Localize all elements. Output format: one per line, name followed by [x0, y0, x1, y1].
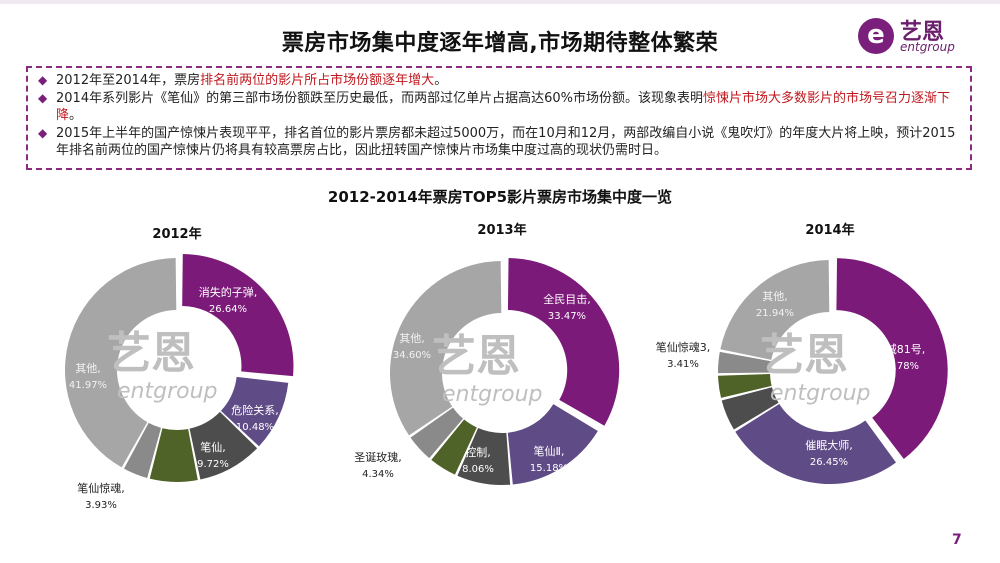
slice-value-label: 3.41% [667, 359, 699, 370]
note-item: ◆ 2015年上半年的国产惊悚片表现平平，排名首位的影片票房都未超过5000万，… [38, 125, 960, 160]
slice-value-label: 26.45% [810, 457, 848, 468]
slice-name-label: 危险关系, [231, 403, 279, 417]
slice-name-label: 笔仙惊魂, [77, 481, 125, 495]
watermark-cn: 艺恩 [107, 328, 195, 379]
diamond-bullet-icon: ◆ [38, 73, 48, 87]
donut-slice [836, 258, 948, 459]
watermark-cn: 艺恩 [432, 331, 520, 382]
logo-e-icon: e [858, 18, 894, 54]
donut-slice [182, 253, 294, 377]
donut-slice [721, 387, 779, 430]
donut-slice [718, 374, 772, 398]
diamond-bullet-icon: ◆ [38, 90, 48, 105]
donut-slice [507, 404, 598, 485]
donut-slice [735, 404, 896, 484]
slice-name-label: 其他, [399, 332, 425, 345]
slice-name-label: 绣花鞋, [152, 487, 189, 501]
slice-name-label: 圣诞玫瑰, [354, 450, 402, 464]
slice-name-label: 催眠大师, [805, 438, 853, 452]
slice-value-label: 34.60% [393, 350, 431, 361]
slice-value-label: 21.94% [756, 308, 794, 319]
slice-name-label: 绝命航班, [664, 372, 712, 386]
top-accent-bar [0, 0, 1000, 4]
donut-slice [507, 258, 620, 426]
slice-name-label: 笔仙, [200, 440, 226, 454]
note-text: 2014年系列影片《笔仙》的第三部市场份额跌至历史最低，而两部过亿单片占据高达6… [56, 90, 703, 106]
slice-value-label: 10.48% [236, 422, 274, 433]
slice-value-label: 39.78% [881, 361, 919, 372]
page-number: 7 [952, 532, 962, 548]
slice-value-label: 4.87% [684, 426, 716, 437]
slice-value-label: 26.64% [209, 304, 247, 315]
donut-chart-title: 2013年 [477, 222, 526, 238]
slice-value-label: 9.72% [197, 459, 229, 470]
watermark-en: entgroup [117, 379, 217, 404]
logo-chinese-text: 艺恩 [900, 20, 945, 45]
slice-name-label: 消失的子弹, [199, 285, 258, 299]
donut-slice [389, 261, 502, 436]
slice-value-label: 3.55% [672, 391, 704, 402]
note-text: 2015年上半年的国产惊悚片表现平平，排名首位的影片票房都未超过5000万，而在… [56, 125, 956, 159]
slice-name-label: 笔仙Ⅲ, [683, 407, 716, 421]
slice-value-label: 41.97% [69, 380, 107, 391]
donut-slice [189, 411, 258, 480]
watermark-cn: 艺恩 [760, 330, 848, 381]
slice-value-label: 33.47% [548, 311, 586, 322]
donut-chart-2: 京城81号, 39.78% 催眠大师, 26.45% 笔仙Ⅲ, 4.87% 绝命航班, 3.5… [656, 222, 948, 484]
slice-value-label: 4.34% [362, 469, 394, 480]
donut-slice [718, 351, 771, 374]
slice-value-label: 7.26% [154, 506, 186, 517]
slice-value-label: 8.06% [462, 464, 494, 475]
diamond-bullet-icon: ◆ [38, 125, 48, 140]
donut-slice [410, 407, 464, 459]
slice-name-label: 笔仙Ⅱ, [534, 444, 565, 458]
logo-english-text: entgroup [900, 40, 955, 54]
watermark-en: entgroup [442, 382, 542, 407]
slice-name-label: 枕边有张脸, [388, 482, 447, 496]
page-title: 票房市场集中度逐年增高,市场期待整体繁荣 [281, 31, 719, 56]
watermark-en: entgroup [770, 381, 870, 406]
notes-box: ◆ 2012年至2014年，票房排名前两位的影片所占市场份额逐年增大。 ◆ 20… [26, 66, 972, 170]
note-highlight: 惊悚片市场大多数影片的市场号召力逐渐下降 [56, 90, 950, 124]
slice-name-label: 控制, [465, 445, 491, 459]
note-highlight: 排名前两位的影片所占市场份额逐年增大 [200, 73, 435, 88]
note-text-end: 。 [69, 108, 83, 123]
slice-name-label: 全民目击, [543, 292, 591, 306]
slice-name-label: 笔仙惊魂3, [656, 340, 711, 354]
donut-slice [720, 260, 830, 360]
donut-chart-title: 2014年 [805, 222, 854, 238]
note-item: ◆ 2012年至2014年，票房排名前两位的影片所占市场份额逐年增大。 [38, 72, 960, 90]
donut-slice [65, 258, 177, 468]
donut-slice [431, 419, 477, 475]
slice-value-label: 4.35% [401, 501, 433, 512]
donut-slice [457, 428, 511, 485]
donut-chart-0: 消失的子弹, 26.64% 危险关系, 10.48% 笔仙, 9.72% 绣花鞋, 7.26%… [65, 226, 294, 517]
slice-name-label: 京城81号, [875, 342, 926, 356]
slice-name-label: 其他, [75, 362, 101, 375]
donut-chart-1: 全民目击, 33.47% 笔仙Ⅱ, 15.18% 控制, 8.06% 枕边有张脸, 4.35%… [354, 222, 620, 512]
note-text-end: 。 [434, 73, 448, 88]
donut-chart-title: 2012年 [152, 226, 201, 242]
note-text: 2012年至2014年，票房 [56, 73, 201, 88]
slice-value-label: 15.18% [530, 463, 568, 474]
donut-slice [124, 422, 162, 478]
charts-title: 2012-2014年票房TOP5影片票房市场集中度一览 [327, 188, 673, 206]
donut-slice [149, 428, 198, 482]
donut-slice [220, 376, 289, 447]
entgroup-logo: e 艺恩 entgroup [858, 12, 988, 58]
note-item: ◆ 2014年系列影片《笔仙》的第三部市场份额跌至历史最低，而两部过亿单片占据高… [38, 90, 960, 125]
slice-value-label: 3.93% [85, 500, 117, 511]
slice-name-label: 其他, [762, 290, 788, 303]
